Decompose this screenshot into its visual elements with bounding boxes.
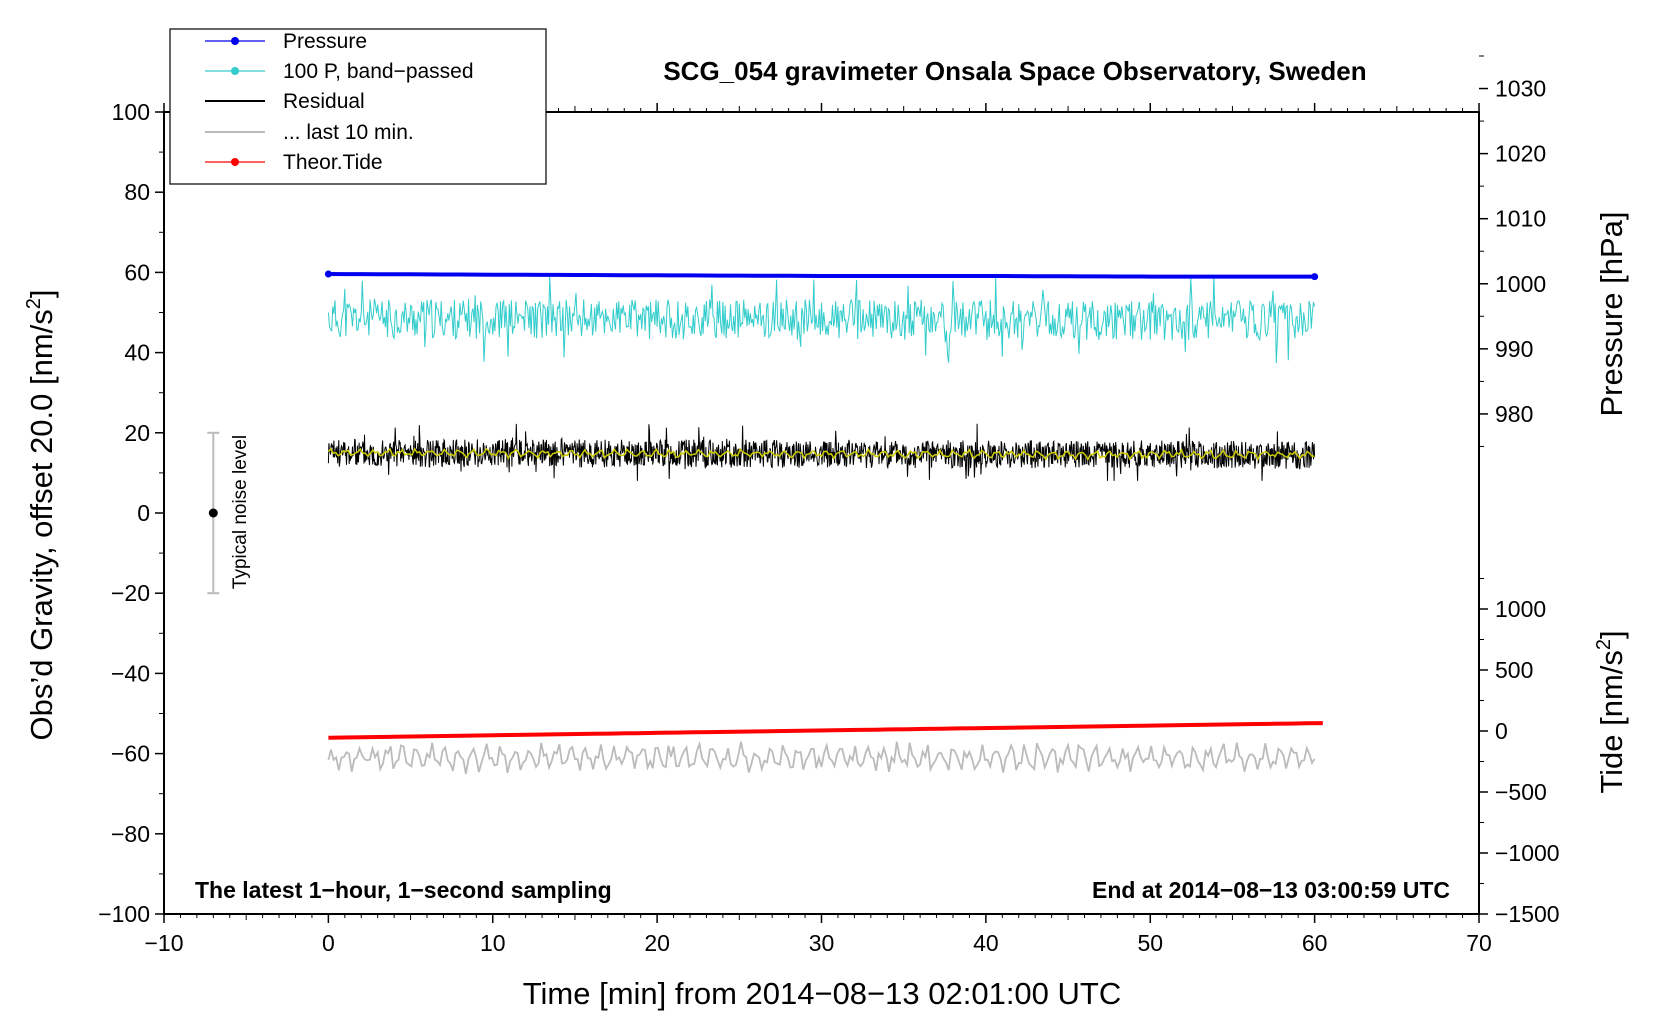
pressure-tick-label: 1030 xyxy=(1495,76,1546,102)
y-axis-title-sup: 2 xyxy=(23,298,45,309)
legend-tide-marker xyxy=(231,158,239,166)
annotation-bottom-left: The latest 1−hour, 1−second sampling xyxy=(195,877,612,903)
tide-tick-label: 1000 xyxy=(1495,596,1546,622)
y-axis-title-main: Obs’d Gravity, offset 20.0 [nm/s xyxy=(24,309,59,740)
x-tick-label: 30 xyxy=(809,930,835,956)
tide-axis-title-main: Tide [nm/s xyxy=(1594,650,1629,794)
legend-box xyxy=(169,28,547,185)
series-residual-smoothed-line xyxy=(327,447,1315,462)
pressure-tick-label: 990 xyxy=(1495,336,1533,362)
tide-tick-label: −1000 xyxy=(1495,840,1560,866)
y-tick-label: 40 xyxy=(124,340,150,366)
tide-tick-label: −500 xyxy=(1495,779,1547,805)
x-tick-label: 50 xyxy=(1137,930,1163,956)
legend-bandpassed-marker xyxy=(231,67,239,75)
pressure-tick-label: 1000 xyxy=(1495,271,1546,297)
pressure-tick-label: 1010 xyxy=(1495,206,1546,232)
y-tick-label: −60 xyxy=(111,741,150,767)
x-tick-label: −10 xyxy=(144,930,183,956)
axes-layer: −10 0 10 20 30 40 50 60 70−100−80−60−40−20020406… xyxy=(98,55,1560,956)
y-tick-label: 100 xyxy=(112,99,150,125)
pressure-tick-label: 1020 xyxy=(1495,141,1546,167)
y-tick-label: 80 xyxy=(124,179,150,205)
tide-axis-title-sup: 2 xyxy=(1593,639,1615,650)
plot-frame xyxy=(163,111,1480,915)
series-last-10-min-line xyxy=(327,740,1316,775)
noise-bar-center xyxy=(208,508,218,518)
y-tick-label: −80 xyxy=(111,821,150,847)
y-tick-label: 20 xyxy=(124,420,150,446)
annotation-bottom-right: End at 2014−08−13 03:00:59 UTC xyxy=(1092,877,1450,903)
series-band-passed-line xyxy=(327,276,1316,364)
legend-pressure-marker xyxy=(231,37,239,45)
x-tick-label: 60 xyxy=(1302,930,1328,956)
tide-tick-label: 0 xyxy=(1495,718,1508,744)
x-axis-title: Time [min] from 2014−08−13 02:01:00 UTC xyxy=(523,976,1122,1011)
y-tick-label: −100 xyxy=(98,901,150,927)
y-axis-title: Obs’d Gravity, offset 20.0 [nm/s2] xyxy=(23,289,59,740)
noise-level-label: Typical noise level xyxy=(230,435,251,589)
x-tick-label: 70 xyxy=(1466,930,1492,956)
series-pressure-line xyxy=(328,272,1315,279)
tide-axis-title-end: ] xyxy=(1594,630,1629,639)
x-tick-label: 0 xyxy=(322,930,335,956)
y-tick-label: −40 xyxy=(111,660,150,686)
series-pressure-end-point xyxy=(1311,273,1319,281)
x-tick-label: 40 xyxy=(973,930,999,956)
series-tide-line xyxy=(328,721,1323,740)
y-axis-title-end: ] xyxy=(24,289,59,298)
legend-residual-label: Residual xyxy=(283,90,365,113)
legend-bandpassed-label: 100 P, band−passed xyxy=(283,60,474,83)
legend-tide-label: Theor.Tide xyxy=(283,151,383,174)
x-tick-label: 10 xyxy=(480,930,506,956)
y-tick-label: 60 xyxy=(124,259,150,285)
pressure-tick-label: 980 xyxy=(1495,401,1533,427)
legend-last10-label: ... last 10 min. xyxy=(283,121,414,144)
tide-tick-label: −1500 xyxy=(1495,901,1560,927)
x-tick-label: 20 xyxy=(644,930,670,956)
legend-pressure-label: Pressure xyxy=(283,30,367,53)
y-tick-label: −20 xyxy=(111,580,150,606)
tide-tick-label: 500 xyxy=(1495,657,1533,683)
tide-axis-title: Tide [nm/s2] xyxy=(1593,630,1629,793)
series-layer xyxy=(324,270,1323,775)
chart-title: SCG_054 gravimeter Onsala Space Observat… xyxy=(663,56,1366,86)
pressure-axis-title: Pressure [hPa] xyxy=(1594,211,1629,416)
series-pressure-start-point xyxy=(324,270,332,278)
y-tick-label: 0 xyxy=(137,500,150,526)
legend: Pressure 100 P, band−passed Residual ...… xyxy=(169,28,547,185)
